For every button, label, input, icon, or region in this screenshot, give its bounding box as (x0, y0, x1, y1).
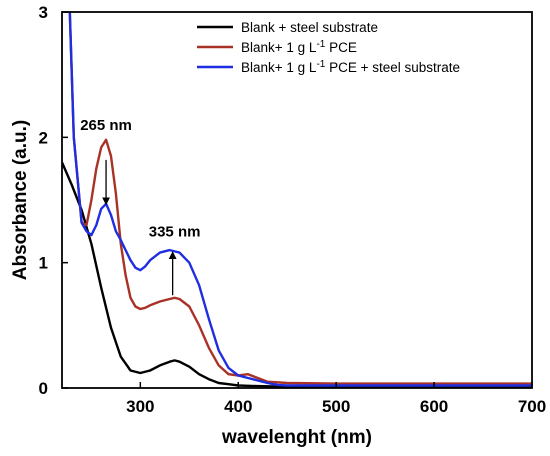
legend: Blank + steel substrate Blank+ 1 g L-1 PC… (197, 20, 460, 75)
plot-frame (61, 11, 533, 389)
y-tick-label: 2 (39, 128, 48, 147)
annotation-layer: 265 nm 335 nm (80, 117, 201, 296)
axes-layer: 300 400 500 600 700 0 1 2 3 (39, 3, 547, 416)
y-axis-title: Absorbance (a.u.) (10, 120, 31, 280)
x-tick-label: 300 (126, 397, 154, 416)
x-tick-label: 700 (518, 397, 546, 416)
legend-label-2: Blank+ 1 g L-1 PCE (241, 39, 357, 55)
series-layer (62, 12, 532, 388)
x-tick-label: 500 (322, 397, 350, 416)
peak-annotation-label: 265 nm (80, 117, 132, 134)
x-tick-label: 400 (224, 397, 252, 416)
y-tick-label: 0 (39, 379, 48, 398)
series-line-3 (68, 12, 532, 387)
y-tick-label: 3 (39, 3, 48, 22)
legend-label-1: Blank + steel substrate (241, 20, 378, 35)
x-tick-label: 600 (420, 397, 448, 416)
series-line-1 (62, 161, 532, 388)
peak-annotation-label: 335 nm (149, 223, 201, 240)
legend-label-3: Blank+ 1 g L-1 PCE + steel substrate (241, 59, 460, 75)
series-line-2 (68, 12, 532, 385)
x-axis-title: wavelenght (nm) (221, 427, 372, 448)
y-tick-label: 1 (39, 254, 48, 273)
plot-area (62, 12, 532, 388)
